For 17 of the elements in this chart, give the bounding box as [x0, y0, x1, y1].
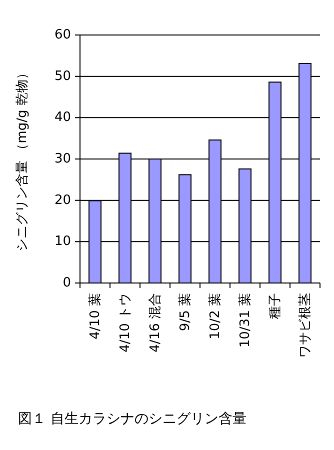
y-tick-label: 60 — [54, 28, 71, 42]
text: シニグリン含量 （mg/g 乾物） — [14, 66, 30, 252]
x-tick-label: 9/5 葉 — [178, 293, 192, 332]
text: 図１ 自生カラシナのシニグリン含量 — [18, 411, 246, 427]
y-tick-label: 50 — [54, 68, 71, 84]
x-tick-label: 10/31 葉 — [238, 293, 252, 348]
x-tick-label: 4/16 混合 — [148, 293, 162, 352]
x-tick-label: ワサビ根茎 — [298, 293, 312, 358]
x-tick-label: 4/10 トウ — [118, 293, 132, 352]
x-tick-label: 4/10 葉 — [88, 293, 102, 340]
x-tick-label: 種子 — [268, 293, 282, 319]
y-tick-label: 0 — [62, 276, 71, 290]
y-tick-label: 20 — [54, 192, 71, 208]
y-tick-label: 30 — [54, 152, 71, 166]
y-tick-label: 40 — [54, 110, 71, 126]
x-tick-label: 10/2 葉 — [208, 293, 222, 340]
y-tick-label: 10 — [54, 234, 71, 250]
